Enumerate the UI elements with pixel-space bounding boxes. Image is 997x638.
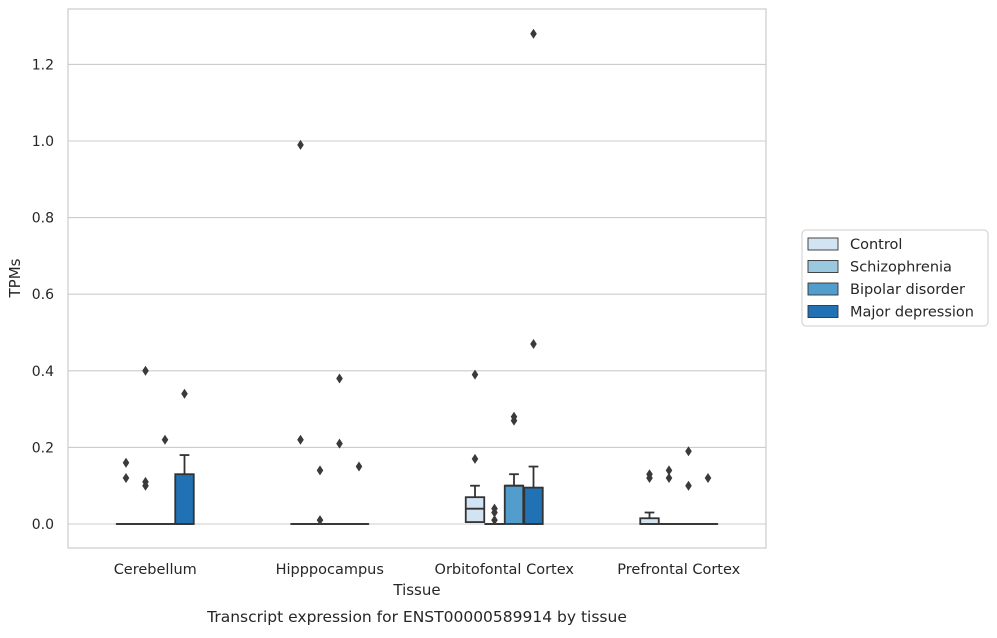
x-tick-label: Orbitofontal Cortex [435,562,575,578]
legend-swatch [808,283,838,295]
y-tick-label: 0.2 [32,440,54,456]
x-axis-label: Tissue [392,581,440,599]
x-tick-label: Cerebellum [114,562,197,578]
box-body [175,474,194,524]
legend-label: Schizophrenia [850,260,952,276]
y-tick-label: 1.0 [32,134,54,150]
y-tick-label: 0.8 [32,211,54,227]
y-tick-label: 1.2 [32,57,54,73]
legend-swatch [808,261,838,273]
y-axis-label: TPMs [6,258,24,298]
chart-caption: Transcript expression for ENST0000058991… [206,608,627,626]
x-tick-label: Hipppocampus [276,562,384,578]
legend-label: Major depression [850,305,974,321]
legend-swatch [808,238,838,250]
x-tick-label: Prefrontal Cortex [617,562,740,578]
legend-label: Control [850,237,902,253]
y-tick-label: 0.4 [32,364,54,380]
y-tick-label: 0.6 [32,287,54,303]
legend-swatch [808,306,838,318]
legend: Control Schizophrenia Bipolar disorder Majo… [802,230,988,326]
box-body [466,497,485,522]
box-body [524,488,543,524]
box-body [505,486,524,524]
legend-label: Bipolar disorder [850,282,965,298]
y-tick-label: 0.0 [32,517,54,533]
